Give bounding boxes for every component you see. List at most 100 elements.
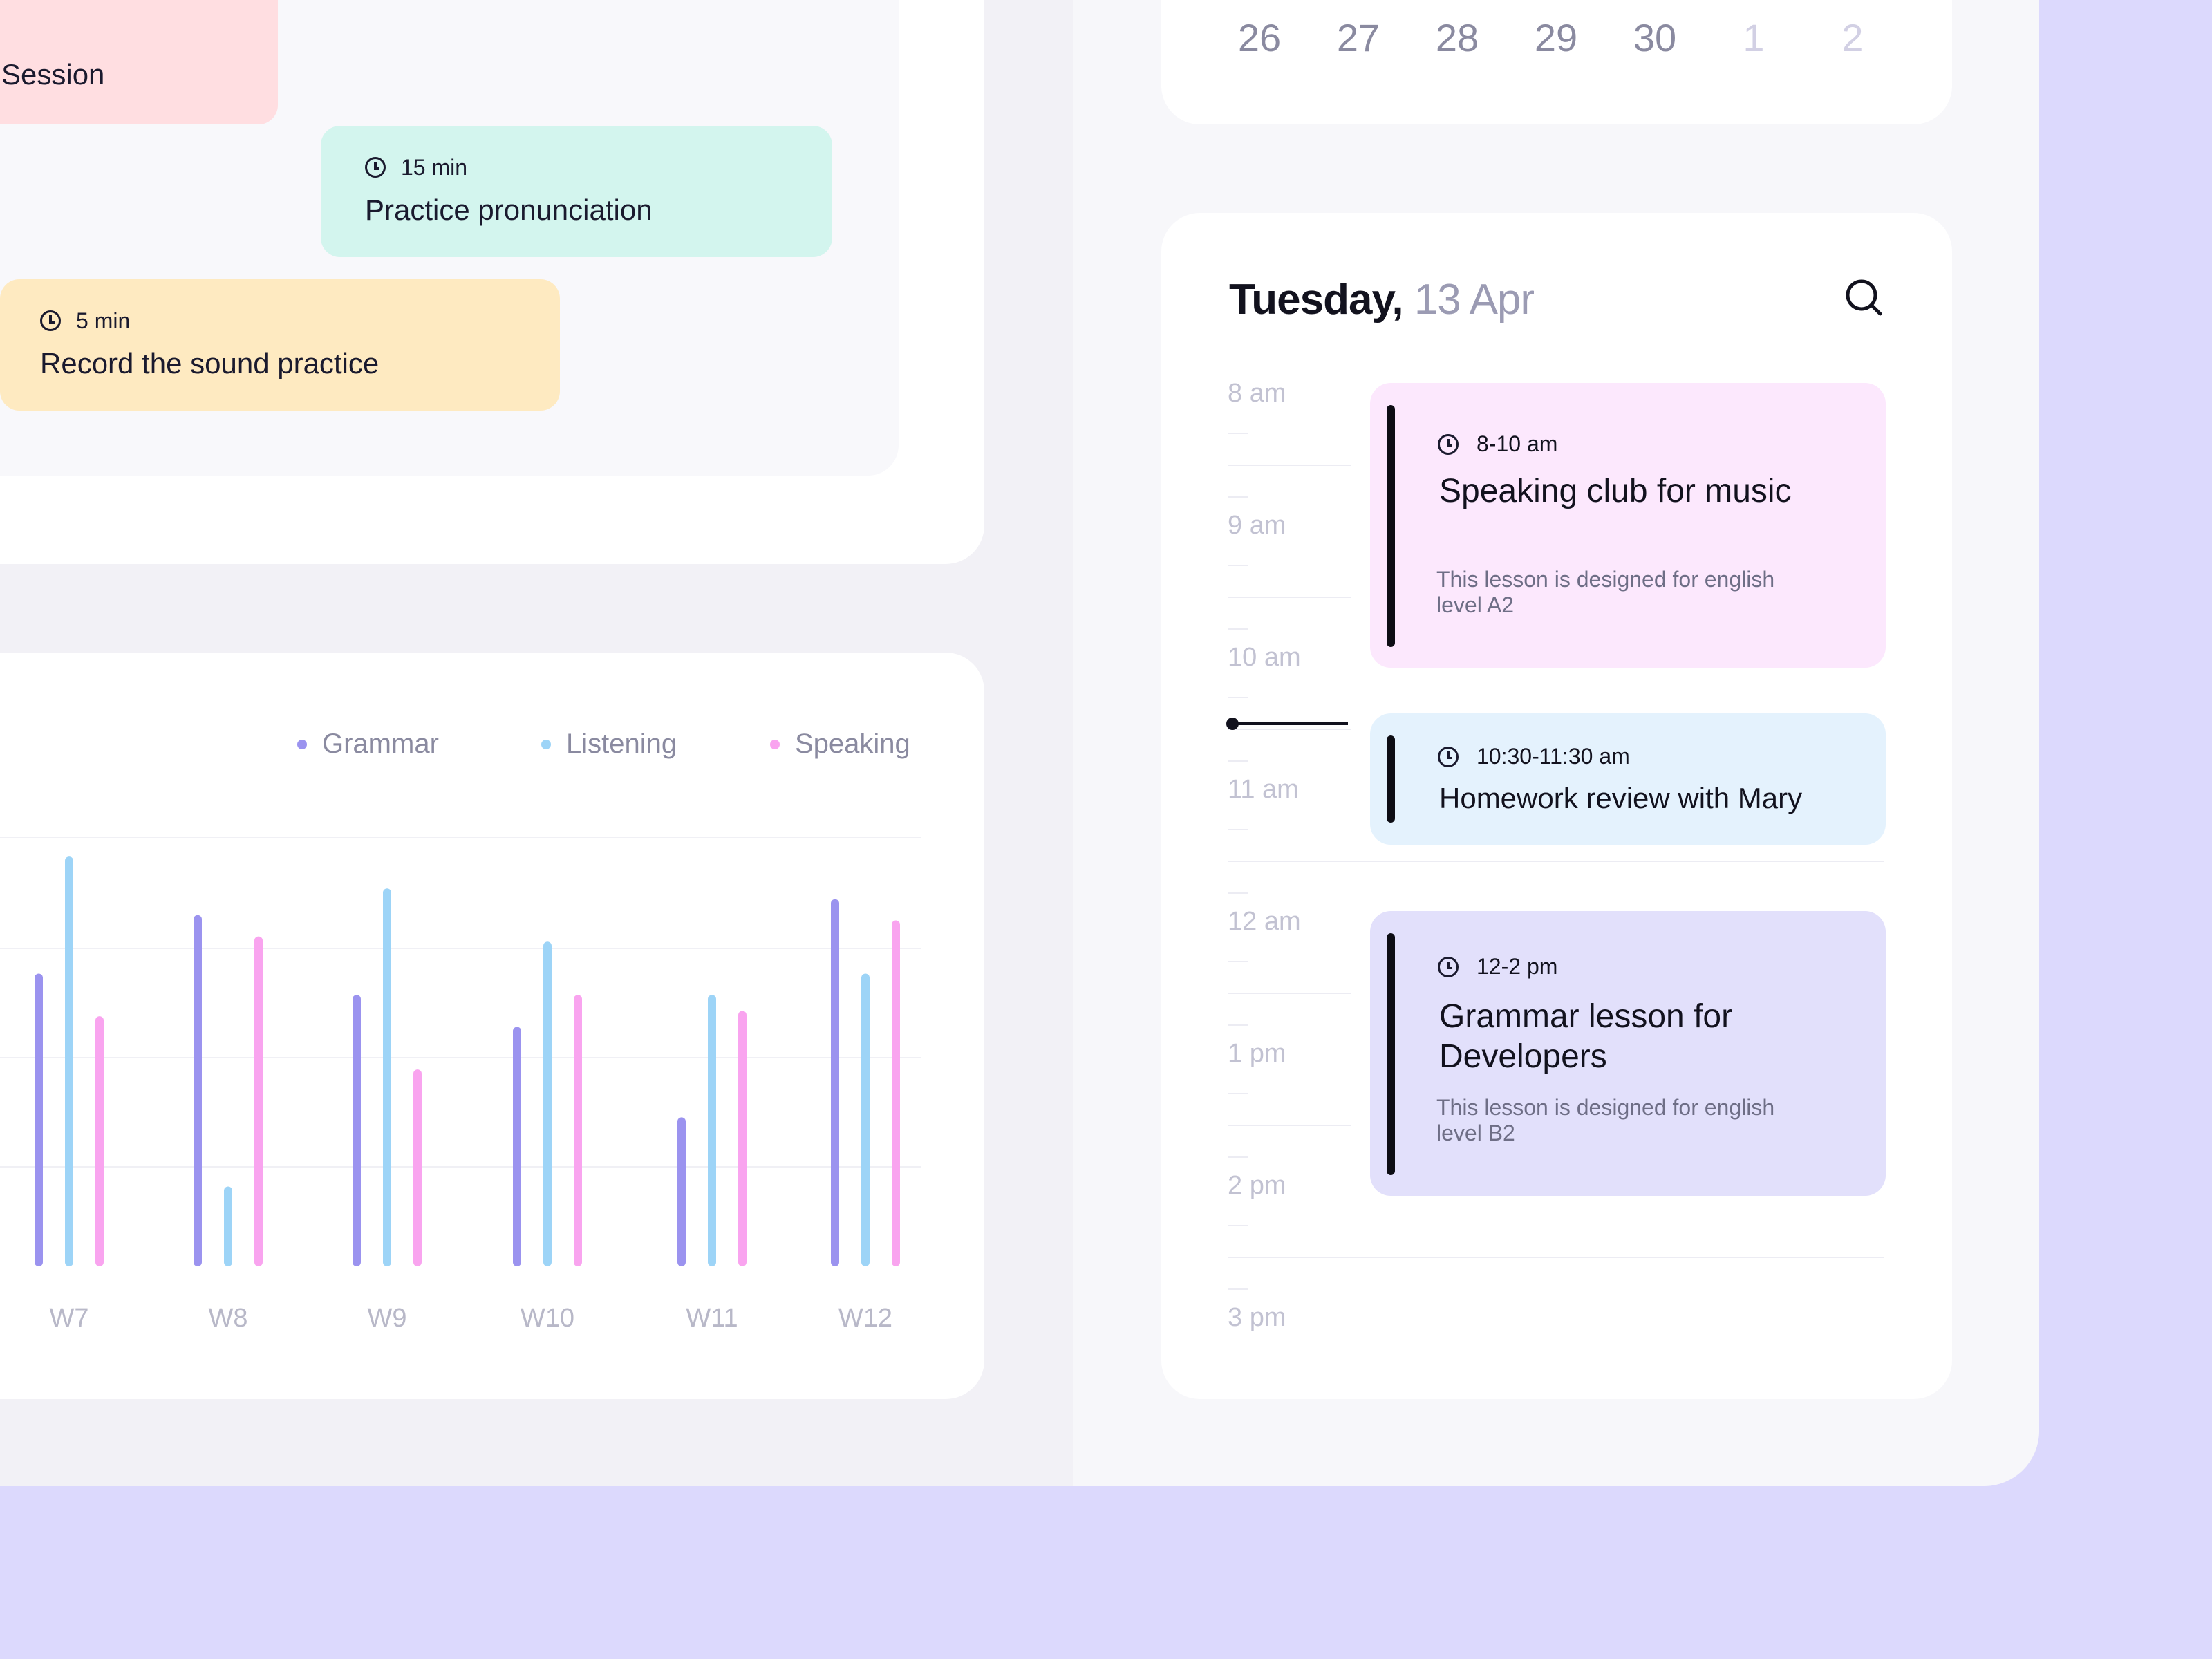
bar-grammar-w12[interactable] [831,899,839,1266]
hour-label: 8 am [1228,379,1286,408]
legend-dot [770,739,780,749]
calendar-day[interactable]: 27 [1336,16,1380,59]
event-accent-bar [1387,735,1395,823]
x-tick-label: W7 [49,1304,89,1333]
event-speaking-club[interactable]: 8-10 am Speaking club for music This les… [1370,383,1886,668]
calendar-day[interactable]: 26 [1237,16,1282,59]
event-accent-bar [1387,405,1395,647]
event-description: This lesson is designed for english leve… [1436,1095,1775,1145]
legend-dot [541,739,551,749]
clock-icon [40,310,61,331]
bar-speaking-w11[interactable] [738,1011,747,1266]
x-tick-label: W8 [208,1304,248,1333]
calendar-day[interactable]: 29 [1534,16,1578,59]
hour-divider [1228,993,1351,994]
bar-listening-w9[interactable] [383,888,391,1266]
event-time: 10:30-11:30 am [1477,744,1630,769]
x-tick-label: W12 [838,1304,893,1333]
calendar-day[interactable]: 1 [1743,16,1765,59]
hour-label: 2 pm [1228,1171,1286,1200]
bar-speaking-w9[interactable] [413,1069,422,1266]
task-duration: 15 min [401,154,468,180]
clock-icon [1438,956,1459,977]
calendar-day[interactable]: 28 [1435,16,1479,59]
clock-icon [365,157,386,178]
legend-grammar[interactable]: Grammar [297,729,439,760]
clock-icon [1438,746,1459,767]
hour-divider [1228,465,1351,466]
calendar-day[interactable]: 2 [1841,16,1864,59]
hour-label: 1 pm [1228,1039,1286,1068]
bar-listening-w12[interactable] [861,973,870,1267]
search-icon[interactable] [1844,278,1883,317]
task-title: Practice pronunciation [365,194,653,226]
clock-icon [1438,433,1459,455]
minute-tick [1228,760,1248,762]
tasks-area: Session 15 min Practice pronunciation 5 … [0,0,984,567]
hour-divider [1228,1257,1884,1258]
task-duration: 5 min [76,308,131,333]
current-time-line [1232,722,1348,725]
bar-speaking-w8[interactable] [254,936,263,1266]
bar-grammar-w8[interactable] [194,915,202,1266]
event-homework-review[interactable]: 10:30-11:30 am Homework review with Mary [1370,713,1886,845]
event-title: Homework review with Mary [1439,782,1803,814]
minute-tick [1228,1093,1248,1094]
bar-grammar-w7[interactable] [35,973,43,1267]
minute-tick [1228,565,1248,566]
weekday: Tuesday, [1229,276,1404,324]
bar-listening-w8[interactable] [224,1186,232,1267]
legend-speaking[interactable]: Speaking [770,729,910,760]
hour-label: 11 am [1228,775,1299,804]
progress-chart-card [0,653,984,1399]
task-title: Record the sound practice [40,347,379,379]
hour-label: 3 pm [1228,1303,1286,1332]
bar-listening-w11[interactable] [708,995,716,1266]
event-title: Grammar lesson for Developers [1439,998,1733,1075]
task-practice-pronunciation[interactable]: 15 min Practice pronunciation [321,126,832,257]
legend-dot [297,739,307,749]
calendar-day[interactable]: 30 [1633,16,1677,59]
event-grammar-lesson[interactable]: 12-2 pm Grammar lesson for Developers Th… [1370,911,1886,1196]
bar-listening-w7[interactable] [65,856,73,1266]
hour-divider [1228,861,1884,862]
bar-speaking-w7[interactable] [95,1016,104,1266]
minute-tick [1228,892,1248,894]
legend-listening[interactable]: Listening [541,729,677,760]
minute-tick [1228,1024,1248,1026]
hour-divider [1228,597,1351,598]
schedule-date-heading: Tuesday, 13 Apr [1229,275,1535,324]
task-session[interactable]: Session [0,0,278,124]
bar-grammar-w11[interactable] [677,1117,686,1266]
bar-chart [0,837,921,1267]
legend-label: Speaking [795,729,910,759]
bar-grammar-w10[interactable] [513,1027,521,1267]
minute-tick [1228,628,1248,630]
legend-label: Listening [566,729,677,759]
x-tick-label: W11 [686,1304,738,1333]
bar-speaking-w10[interactable] [574,995,582,1266]
date: 13 Apr [1414,276,1535,324]
calendar-strip-card [1161,0,1952,124]
hour-divider [1228,1125,1351,1126]
minute-tick [1228,496,1248,498]
hour-label: 9 am [1228,511,1286,540]
minute-tick [1228,697,1248,698]
hour-label: 10 am [1228,643,1301,672]
task-record-sound[interactable]: 5 min Record the sound practice [0,279,560,411]
minute-tick [1228,829,1248,830]
event-accent-bar [1387,933,1395,1175]
bar-listening-w10[interactable] [543,941,552,1266]
task-title: Session [1,58,105,91]
app-window: Session 15 min Practice pronunciation 5 … [0,0,2039,1486]
bar-speaking-w12[interactable] [892,920,900,1267]
event-description: This lesson is designed for english leve… [1436,567,1775,617]
bar-grammar-w9[interactable] [353,995,361,1266]
hour-divider [1228,729,1351,730]
hour-label: 12 am [1228,907,1301,936]
minute-tick [1228,1288,1248,1290]
minute-tick [1228,1156,1248,1158]
event-time: 8-10 am [1477,431,1558,456]
minute-tick [1228,433,1248,434]
x-tick-label: W9 [367,1304,407,1333]
